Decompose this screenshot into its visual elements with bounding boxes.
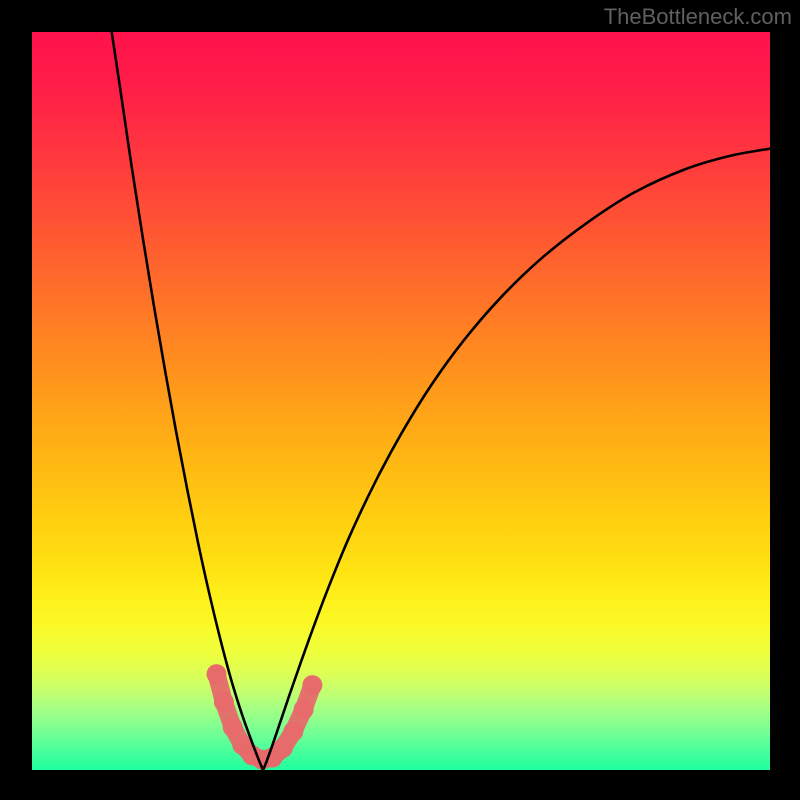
- bottleneck-curve: [112, 32, 770, 770]
- chart-curve-layer: [32, 32, 770, 770]
- watermark-text: TheBottleneck.com: [604, 4, 792, 30]
- chart-area: [32, 32, 770, 770]
- annotation-band: [207, 664, 323, 770]
